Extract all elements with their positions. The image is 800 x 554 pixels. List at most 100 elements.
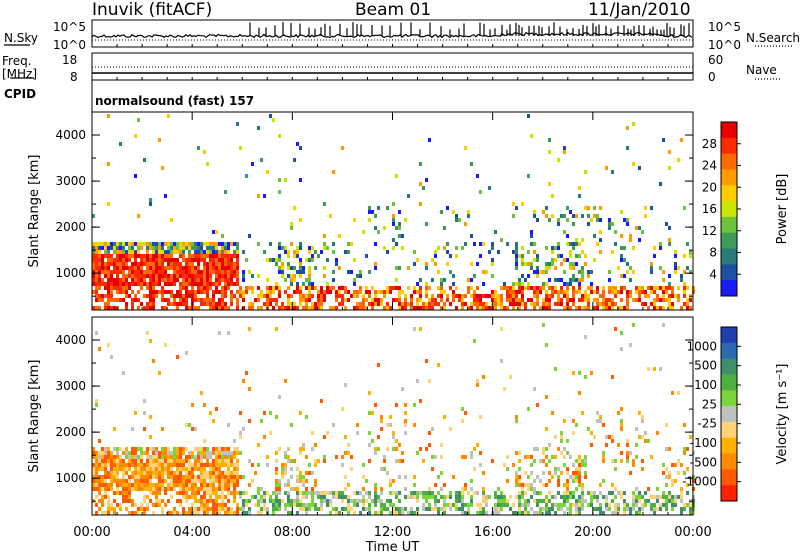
heatmap-cell [347, 451, 350, 455]
heatmap-cell [323, 459, 326, 463]
heatmap-cell [629, 234, 632, 238]
heatmap-cell [167, 471, 170, 475]
heatmap-cell [614, 290, 617, 294]
heatmap-cell [284, 246, 287, 250]
heatmap-cell [200, 483, 203, 487]
heatmap-cell [179, 455, 182, 459]
heatmap-cell [365, 499, 368, 503]
heatmap-cell [425, 359, 428, 363]
heatmap-cell [500, 327, 503, 331]
heatmap-cell [233, 447, 236, 451]
heatmap-cell [608, 270, 611, 274]
heatmap-cell [338, 495, 341, 499]
heatmap-cell [485, 495, 488, 499]
heatmap-cell [191, 262, 194, 266]
heatmap-cell [113, 250, 116, 254]
heatmap-cell [149, 290, 152, 294]
heatmap-cell [218, 282, 221, 286]
heatmap-cell [176, 270, 179, 274]
heatmap-cell [425, 294, 428, 298]
heatmap-cell [179, 282, 182, 286]
heatmap-cell [254, 298, 257, 302]
heatmap-cell [107, 266, 110, 270]
heatmap-cell [218, 306, 221, 310]
heatmap-cell [389, 306, 392, 310]
colorbar-swatch [721, 358, 737, 375]
heatmap-cell [203, 242, 206, 246]
heatmap-cell [188, 507, 191, 511]
heatmap-cell [374, 487, 377, 491]
freq-left-tick-top: 18 [62, 53, 78, 67]
heatmap-cell [611, 439, 614, 443]
heatmap-cell [107, 290, 110, 294]
heatmap-cell [227, 270, 230, 274]
heatmap-cell [233, 274, 236, 278]
heatmap-cell [131, 487, 134, 491]
heatmap-cell [215, 451, 218, 455]
heatmap-cell [218, 298, 221, 302]
heatmap-cell [236, 491, 239, 495]
heatmap-cell [533, 447, 536, 451]
heatmap-cell [221, 250, 224, 254]
heatmap-cell [482, 294, 485, 298]
heatmap-cell [212, 499, 215, 503]
heatmap-cell [140, 471, 143, 475]
heatmap-cell [203, 499, 206, 503]
heatmap-cell [446, 298, 449, 302]
heatmap-cell [377, 290, 380, 294]
heatmap-cell [392, 298, 395, 302]
heatmap-cell [257, 443, 260, 447]
heatmap-cell [566, 507, 569, 511]
heatmap-cell [248, 234, 251, 238]
heatmap-cell [599, 294, 602, 298]
heatmap-cell [605, 166, 608, 170]
heatmap-cell [221, 455, 224, 459]
heatmap-cell [590, 495, 593, 499]
heatmap-cell [104, 306, 107, 310]
heatmap-cell [197, 262, 200, 266]
x-tick-label: 12:00 [374, 525, 411, 540]
heatmap-cell [470, 455, 473, 459]
heatmap-cell [218, 451, 221, 455]
heatmap-cell [356, 491, 359, 495]
heatmap-cell [233, 463, 236, 467]
colorbar-swatch [721, 374, 737, 391]
heatmap-cell [458, 218, 461, 222]
heatmap-cell [200, 455, 203, 459]
heatmap-cell [191, 246, 194, 250]
heatmap-cell [512, 286, 515, 290]
heatmap-cell [383, 459, 386, 463]
heatmap-cell [581, 411, 584, 415]
heatmap-cell [599, 206, 602, 210]
heatmap-cell [443, 302, 446, 306]
heatmap-cell [299, 242, 302, 246]
heatmap-cell [389, 483, 392, 487]
heatmap-cell [674, 503, 677, 507]
heatmap-cell [425, 495, 428, 499]
heatmap-cell [131, 242, 134, 246]
heatmap-cell [548, 278, 551, 282]
heatmap-cell [173, 463, 176, 467]
heatmap-cell [641, 495, 644, 499]
heatmap-cell [155, 246, 158, 250]
heatmap-cell [314, 483, 317, 487]
heatmap-cell [194, 511, 197, 515]
heatmap-cell [488, 250, 491, 254]
heatmap-cell [236, 242, 239, 246]
heatmap-cell [251, 286, 254, 290]
heatmap-cell [392, 511, 395, 515]
heatmap-cell [647, 306, 650, 310]
heatmap-cell [197, 254, 200, 258]
heatmap-cell [596, 290, 599, 294]
heatmap-cell [152, 487, 155, 491]
heatmap-cell [689, 270, 692, 274]
heatmap-cell [509, 298, 512, 302]
heatmap-cell [557, 503, 560, 507]
heatmap-cell [218, 331, 221, 335]
heatmap-cell [533, 459, 536, 463]
heatmap-cell [236, 278, 239, 282]
heatmap-cell [218, 455, 221, 459]
heatmap-cell [566, 495, 569, 499]
heatmap-cell [302, 503, 305, 507]
heatmap-cell [560, 302, 563, 306]
